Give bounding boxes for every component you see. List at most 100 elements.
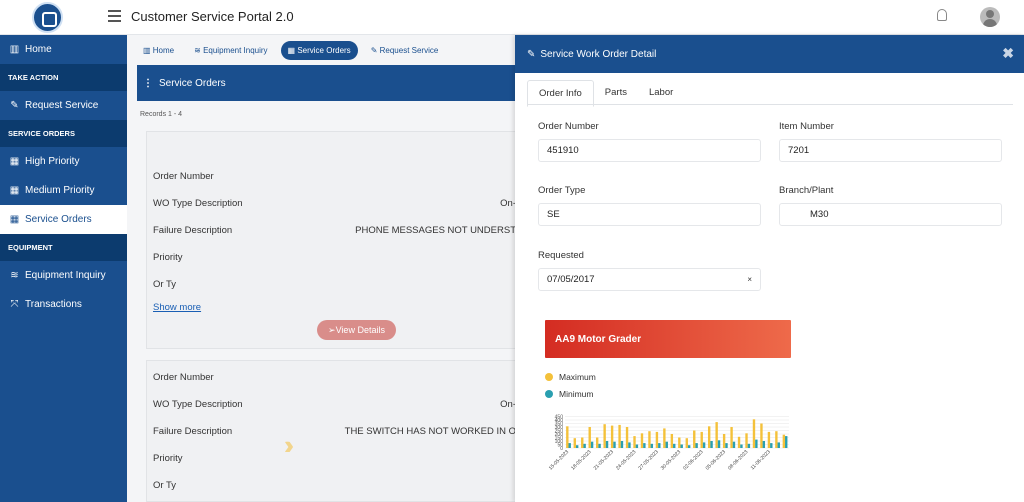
- y-tick-label: 150: [555, 436, 564, 442]
- branch-plant-field[interactable]: M30: [779, 203, 1002, 226]
- y-tick-label: 200: [555, 432, 564, 438]
- bell-icon[interactable]: [937, 9, 947, 21]
- order-type-field[interactable]: SE: [538, 203, 761, 226]
- sidebar-item-request-service[interactable]: ✎ Request Service: [0, 91, 127, 120]
- branch-plant-label: Branch/Plant: [779, 185, 834, 196]
- sidebar-header-service-orders: SERVICE ORDERS: [0, 120, 127, 147]
- priority-row: Priority: [153, 252, 516, 263]
- y-tick-label: 250: [555, 429, 564, 435]
- item-number-label: Item Number: [779, 121, 834, 132]
- bar-minimum: [635, 444, 639, 448]
- bar-minimum: [770, 443, 773, 448]
- bar-minimum: [702, 442, 706, 448]
- sidebar: ▥ Home TAKE ACTION ✎ Request Service SERVI…: [0, 35, 127, 502]
- bar-maximum: [618, 424, 621, 448]
- tab-parts[interactable]: Parts: [604, 87, 627, 98]
- tab-label: Home: [152, 45, 175, 55]
- tab-labor[interactable]: Labor: [648, 87, 674, 98]
- pencil-icon: ✎: [10, 100, 19, 111]
- menu-icon[interactable]: [108, 10, 121, 22]
- order-number-field[interactable]: 451910: [538, 139, 761, 162]
- bar-minimum: [710, 441, 713, 448]
- legend-label: Maximum: [559, 372, 596, 382]
- bar-maximum: [737, 436, 741, 448]
- bar-maximum: [663, 428, 666, 448]
- panel-header: ✎ Service Work Order Detail: [515, 35, 1024, 73]
- sidebar-item-transactions[interactable]: ⤧ Transactions: [0, 290, 127, 319]
- legend-label: Minimum: [559, 389, 594, 399]
- x-tick-label: 11-06-2023: [750, 449, 772, 471]
- bar-maximum: [566, 426, 569, 448]
- failure-row: Failure Description THE SWITCH HAS NOT WO…: [153, 426, 516, 437]
- y-tick-label: 400: [555, 418, 564, 424]
- bar-minimum: [717, 440, 721, 448]
- tab-home[interactable]: ▥ Home: [136, 41, 181, 60]
- requested-date-field[interactable]: 07/05/2017 ×: [538, 268, 761, 291]
- row-label: Priority: [153, 453, 183, 464]
- sidebar-item-label: Equipment Inquiry: [25, 270, 106, 281]
- legend-dot: [545, 390, 553, 398]
- bar-maximum: [782, 434, 786, 448]
- bar-maximum: [722, 434, 726, 448]
- main-content: ▥ Home ≋ Equipment Inquiry ▦ Service Ord…: [127, 35, 516, 502]
- app-logo[interactable]: [32, 2, 63, 33]
- bar-maximum: [685, 438, 688, 448]
- row-label: Or Ty: [153, 480, 177, 491]
- service-order-card: Order Number WO Type Description On- Fail…: [146, 131, 516, 349]
- field-value: 07/05/2017: [547, 274, 595, 285]
- bar-minimum: [583, 443, 586, 448]
- grid-icon: ▦: [287, 45, 298, 55]
- x-tick-label: 30-05-2023: [660, 449, 682, 471]
- legend-minimum[interactable]: Minimum: [545, 389, 593, 399]
- tab-request-service[interactable]: ✎ Request Service: [364, 41, 446, 60]
- sidebar-item-home[interactable]: ▥ Home: [0, 35, 127, 64]
- bar-maximum: [775, 431, 778, 448]
- bar-maximum: [588, 427, 591, 448]
- sidebar-header-equipment: EQUIPMENT: [0, 234, 127, 261]
- tab-divider: [527, 104, 1013, 105]
- y-tick-label: 350: [555, 422, 564, 428]
- clear-icon[interactable]: ×: [747, 275, 752, 284]
- bar-minimum: [755, 439, 758, 448]
- sidebar-item-label: High Priority: [25, 156, 80, 167]
- service-order-card: Order Number WO Type Description On- Fail…: [146, 360, 516, 502]
- x-tick-label: 08-06-2023: [727, 449, 749, 471]
- bar-maximum: [678, 437, 681, 448]
- bar-minimum: [590, 441, 594, 448]
- bar-maximum: [707, 426, 711, 448]
- sidebar-item-label: Service Orders: [25, 214, 92, 225]
- order-type-label: Order Type: [538, 185, 586, 196]
- expand-icon: ⤧: [10, 299, 19, 310]
- sidebar-item-service-orders[interactable]: ▦ Service Orders: [0, 205, 127, 234]
- show-more-link[interactable]: Show more: [153, 302, 202, 313]
- tab-label: Service Orders: [297, 45, 351, 55]
- sidebar-item-label: Request Service: [25, 100, 99, 111]
- kebab-icon[interactable]: ⋮: [143, 77, 153, 89]
- bar-minimum: [613, 441, 616, 448]
- bar-minimum: [762, 441, 766, 448]
- sidebar-item-label: Medium Priority: [25, 185, 95, 196]
- tab-service-orders[interactable]: ▦ Service Orders: [280, 40, 358, 60]
- row-value: On-: [500, 198, 516, 209]
- item-number-field[interactable]: 7201: [779, 139, 1002, 162]
- bar-minimum: [687, 445, 691, 448]
- tab-equipment-inquiry[interactable]: ≋ Equipment Inquiry: [187, 41, 274, 60]
- bar-maximum: [670, 434, 674, 448]
- view-details-button[interactable]: ➢ View Details: [317, 320, 396, 340]
- tab-order-info[interactable]: Order Info: [527, 80, 594, 107]
- close-icon[interactable]: ✖: [1002, 45, 1014, 61]
- sidebar-item-medium-priority[interactable]: ▦ Medium Priority: [0, 176, 127, 205]
- x-tick-label: 15-05-2023: [548, 449, 570, 471]
- sidebar-item-equipment-inquiry[interactable]: ≋ Equipment Inquiry: [0, 261, 127, 290]
- legend-maximum[interactable]: Maximum: [545, 372, 596, 382]
- pencil-icon: ✎: [370, 45, 380, 55]
- row-label: Failure Description: [153, 426, 233, 437]
- bar-maximum: [752, 419, 756, 448]
- x-tick-label: 05-06-2023: [705, 449, 727, 471]
- bar-minimum: [785, 436, 788, 448]
- sidebar-item-high-priority[interactable]: ▦ High Priority: [0, 147, 127, 176]
- bar-minimum: [575, 445, 579, 448]
- avatar[interactable]: [980, 7, 1000, 27]
- bar-minimum: [680, 444, 683, 448]
